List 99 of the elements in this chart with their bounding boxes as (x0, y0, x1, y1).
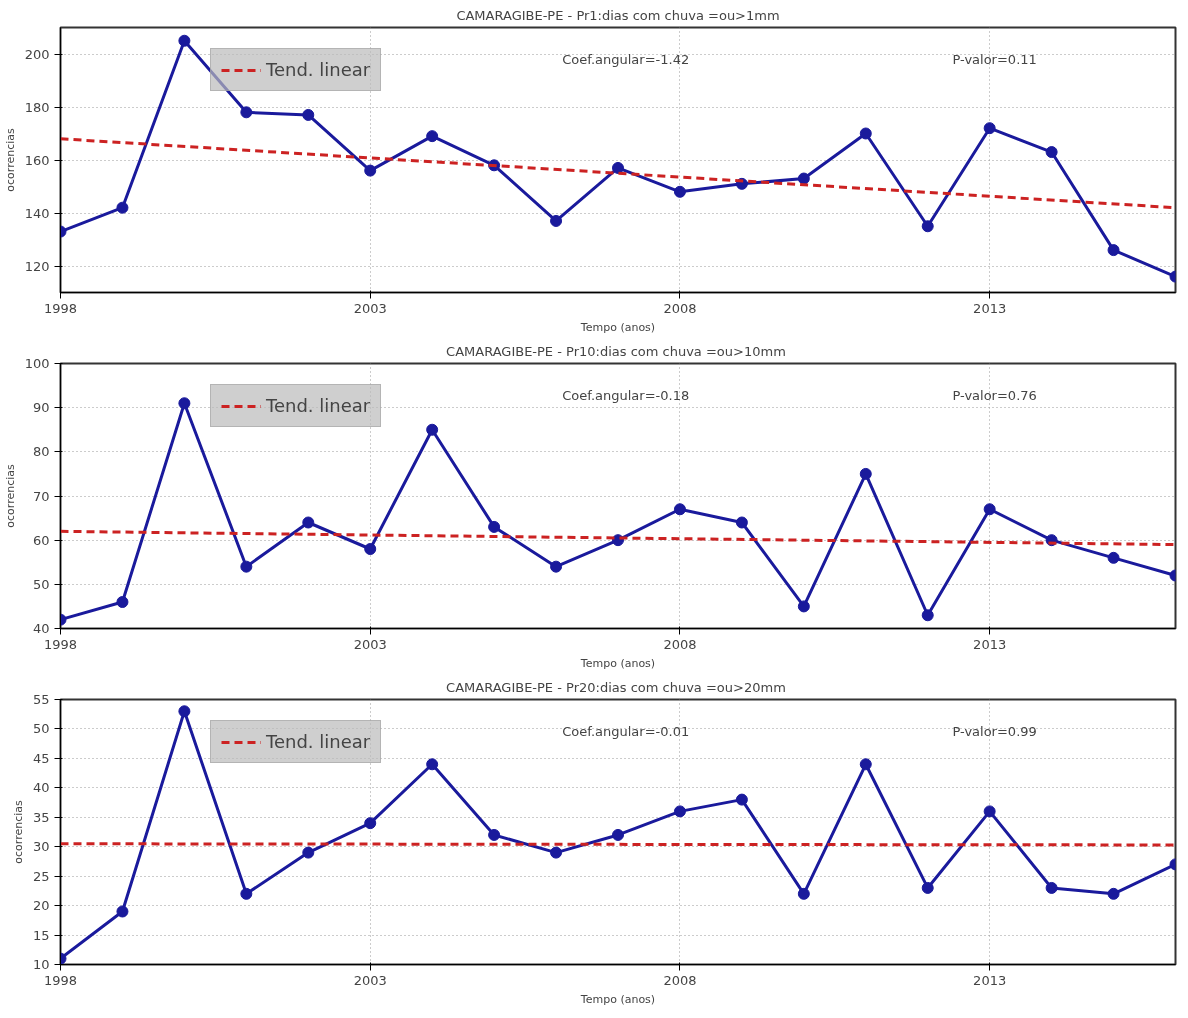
point (364, 164, 377, 177)
y-tick-label: 55 (32, 692, 50, 707)
point (550, 214, 563, 227)
annotation: P-valor=0.99 (952, 723, 1037, 739)
point (364, 543, 377, 555)
point (859, 467, 872, 480)
x-axis-title: Tempo (anos) (579, 320, 656, 334)
x-tick-label: 2008 (663, 636, 697, 652)
x-tick-label: 2003 (353, 636, 387, 652)
point (550, 560, 563, 573)
point (426, 130, 439, 143)
point (859, 127, 872, 140)
x-tick-label: 1998 (43, 972, 78, 988)
point (983, 805, 996, 818)
point (735, 793, 748, 806)
x-tick-label: 2008 (663, 972, 697, 988)
y-axis-title: ocorrencias (3, 128, 17, 192)
y-tick-label: 100 (24, 356, 50, 371)
x-tick-label: 2003 (353, 972, 387, 988)
point (673, 805, 686, 818)
x-axis-title: Tempo (anos) (579, 992, 656, 1006)
point (302, 846, 315, 859)
chart-title: CAMARAGIBE-PE - Pr20:dias com chuva =ou>20mm (446, 679, 786, 695)
x-tick-label: 1998 (43, 300, 78, 316)
point (116, 201, 129, 214)
point (178, 34, 191, 47)
point (1107, 887, 1120, 900)
point (240, 887, 253, 900)
point (1107, 551, 1120, 564)
y-tick-label: 80 (32, 444, 50, 460)
point (1045, 146, 1058, 159)
point (735, 516, 748, 529)
annotation: Coef.angular=-0.18 (562, 387, 690, 403)
y-tick-label: 15 (32, 927, 50, 943)
point (797, 887, 810, 900)
annotation: Coef.angular=-1.42 (562, 51, 690, 67)
y-tick-label: 40 (32, 621, 50, 636)
point (673, 185, 686, 198)
x-axis-title: Tempo (anos) (579, 656, 656, 670)
point (240, 106, 253, 119)
y-tick-label: 40 (32, 780, 50, 796)
x-tick-label: 2013 (973, 972, 1007, 988)
point (426, 423, 439, 436)
point (1045, 881, 1058, 894)
point (116, 596, 129, 608)
x-tick-label: 2003 (353, 300, 387, 316)
y-tick-label: 10 (32, 957, 50, 972)
point (116, 905, 129, 918)
point (983, 503, 996, 516)
point (859, 758, 872, 771)
legend-label: Tend. linear (266, 731, 371, 752)
point (178, 705, 191, 718)
legend-label: Tend. linear (266, 59, 371, 80)
annotation: P-valor=0.11 (952, 51, 1037, 67)
chart-title: CAMARAGIBE-PE - Pr1:dias com chuva =ou>1mm (456, 7, 780, 23)
point (797, 172, 810, 185)
y-tick-label: 90 (32, 400, 50, 416)
point (302, 516, 315, 529)
point (550, 846, 563, 859)
annotation: Coef.angular=-0.01 (562, 723, 690, 739)
point (921, 881, 934, 894)
y-tick-label: 180 (24, 99, 50, 115)
y-tick-label: 200 (24, 46, 50, 62)
point (178, 397, 191, 410)
y-tick-label: 30 (32, 839, 50, 855)
point (612, 828, 624, 841)
point (983, 122, 996, 135)
y-axis-title: ocorrencias (3, 464, 17, 528)
x-tick-label: 2008 (663, 300, 697, 316)
y-tick-label: 60 (32, 532, 50, 548)
point (488, 520, 501, 533)
y-tick-label: 20 (32, 898, 50, 914)
y-tick-label: 160 (24, 152, 50, 168)
legend-label: Tend. linear (266, 395, 371, 416)
y-tick-label: 35 (32, 809, 50, 825)
x-tick-label: 2013 (973, 300, 1007, 316)
point (612, 161, 624, 174)
y-tick-label: 120 (24, 258, 50, 274)
point (921, 220, 934, 233)
x-tick-label: 2013 (973, 636, 1007, 652)
point (673, 503, 686, 516)
y-tick-label: 70 (32, 488, 50, 504)
y-axis-title: ocorrencias (11, 800, 25, 864)
y-tick-label: 50 (32, 576, 50, 592)
y-tick-label: 50 (32, 721, 50, 737)
y-tick-label: 140 (24, 205, 50, 221)
point (302, 108, 315, 121)
point (797, 600, 810, 613)
point (364, 817, 377, 830)
y-tick-label: 45 (32, 750, 50, 766)
point (488, 828, 501, 841)
chart-title: CAMARAGIBE-PE - Pr10:dias com chuva =ou>10mm (446, 343, 786, 359)
point (426, 758, 439, 771)
y-tick-label: 25 (32, 868, 50, 884)
x-tick-label: 1998 (43, 636, 78, 652)
point (240, 560, 253, 573)
point (921, 609, 934, 622)
point (1107, 244, 1120, 257)
annotation: P-valor=0.76 (952, 387, 1037, 403)
